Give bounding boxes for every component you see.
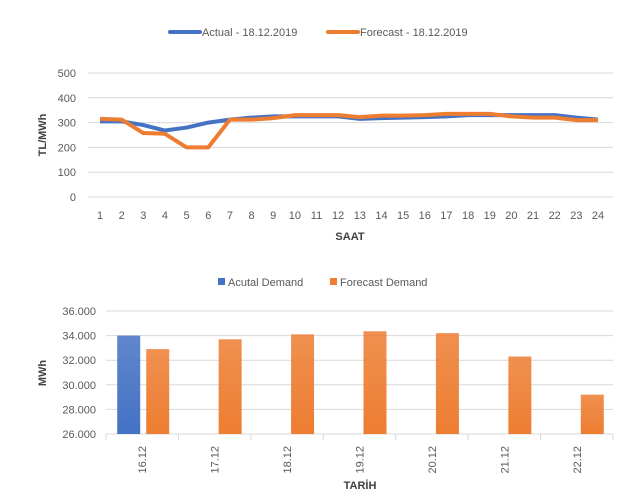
bar [146, 349, 170, 434]
legend-label: Actual - 18.12.2019 [202, 27, 297, 39]
y-tick-label: 36.000 [62, 306, 96, 318]
legend-label: Acutal Demand [228, 277, 303, 289]
x-tick-label: 21.12 [499, 446, 511, 474]
legend-swatch [218, 278, 225, 285]
x-tick-label: 20.12 [427, 446, 439, 474]
y-tick-label: 100 [58, 167, 76, 179]
x-tick-label: 24 [592, 210, 604, 222]
x-tick-label: 17.12 [210, 446, 222, 474]
legend-label: Forecast - 18.12.2019 [360, 27, 468, 39]
y-tick-label: 28.000 [62, 404, 96, 416]
x-tick-label: 19 [484, 210, 496, 222]
bar [435, 333, 459, 434]
y-tick-label: 34.000 [62, 331, 96, 343]
x-tick-label: 20 [505, 210, 517, 222]
bar [117, 335, 141, 434]
y-tick-label: 500 [58, 68, 76, 80]
x-tick-label: 13 [354, 210, 366, 222]
x-tick-label: 16 [419, 210, 431, 222]
x-tick-label: 19.12 [355, 446, 367, 474]
x-tick-label: 2 [119, 210, 125, 222]
x-tick-label: 8 [249, 210, 255, 222]
y-tick-label: 0 [70, 192, 76, 204]
x-axis-title: SAAT [335, 231, 364, 243]
legend-swatch [330, 278, 337, 285]
y-tick-label: 26.000 [62, 429, 96, 441]
x-tick-label: 22 [549, 210, 561, 222]
x-tick-label: 14 [375, 210, 387, 222]
y-tick-label: 300 [58, 118, 76, 130]
bar [580, 394, 604, 434]
x-tick-label: 23 [570, 210, 582, 222]
legend-label: Forecast Demand [340, 277, 427, 289]
x-tick-label: 12 [332, 210, 344, 222]
y-axis-title: TL/MWh [37, 113, 49, 156]
x-tick-label: 1 [97, 210, 103, 222]
x-tick-label: 17 [440, 210, 452, 222]
x-tick-label: 3 [140, 210, 146, 222]
x-tick-label: 4 [162, 210, 168, 222]
x-tick-label: 6 [205, 210, 211, 222]
x-tick-label: 22.12 [572, 446, 584, 474]
x-tick-label: 11 [311, 210, 322, 222]
bar [363, 331, 387, 434]
y-tick-label: 32.000 [62, 355, 96, 367]
y-axis-title: MWh [37, 360, 49, 387]
x-tick-label: 5 [184, 210, 190, 222]
x-tick-label: 18 [462, 210, 474, 222]
x-tick-label: 9 [270, 210, 276, 222]
x-tick-label: 21 [527, 210, 539, 222]
y-tick-label: 400 [58, 93, 76, 105]
bar [508, 356, 532, 434]
x-tick-label: 10 [289, 210, 301, 222]
series-line [99, 111, 598, 150]
x-tick-label: 15 [397, 210, 409, 222]
bar [218, 339, 242, 434]
x-tick-label: 18.12 [282, 446, 294, 474]
y-tick-label: 200 [58, 142, 76, 154]
y-tick-label: 30.000 [62, 380, 96, 392]
bar [291, 334, 315, 434]
x-tick-label: 16.12 [137, 446, 149, 474]
x-axis-title: TARİH [344, 479, 377, 492]
x-tick-label: 7 [227, 210, 233, 222]
